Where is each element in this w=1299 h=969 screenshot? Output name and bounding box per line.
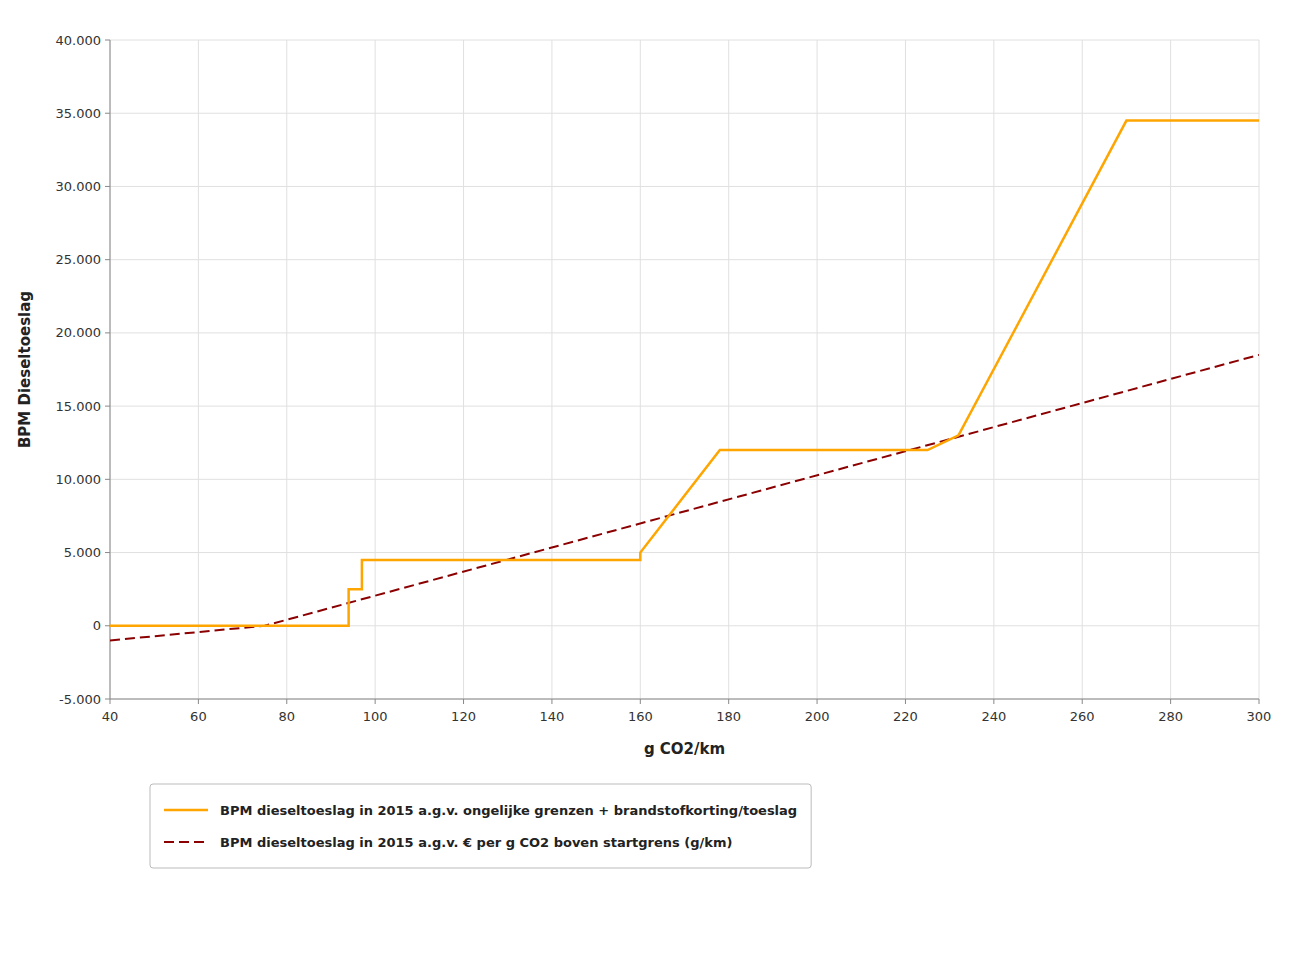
grid-line-x [286, 40, 287, 699]
legend-label: BPM dieseltoeslag in 2015 a.g.v. ongelij… [220, 803, 797, 818]
x-tick [463, 699, 464, 704]
grid-line-x [728, 40, 729, 699]
grid-line-y [110, 479, 1259, 480]
grid-line-y [110, 406, 1259, 407]
y-tick [105, 40, 110, 41]
y-tick-label: 5.000 [64, 545, 101, 560]
grid-line-y [110, 186, 1259, 187]
x-tick [993, 699, 994, 704]
x-tick-label: 220 [893, 709, 918, 724]
grid [110, 40, 1259, 699]
grid-line-x [905, 40, 906, 699]
series-line [110, 121, 1259, 626]
y-tick [105, 113, 110, 114]
axes: 40 60 80 100 120 140 160 180 200 220 240 260 280 300 -… [56, 33, 1272, 725]
grid-line-x [463, 40, 464, 699]
legend-frame [150, 784, 811, 868]
grid-line-x [817, 40, 818, 699]
y-tick-label: 25.000 [56, 252, 102, 267]
x-tick-label: 160 [628, 709, 653, 724]
y-tick [105, 406, 110, 407]
y-tick [105, 699, 110, 700]
grid-line-y [110, 699, 1259, 700]
legend-swatch [164, 841, 208, 843]
y-tick [105, 259, 110, 260]
x-tick [728, 699, 729, 704]
x-tick [905, 699, 906, 704]
x-tick-label: 120 [451, 709, 476, 724]
y-tick [105, 552, 110, 553]
chart-container: 40 60 80 100 120 140 160 180 200 220 240 260 280 300 -… [0, 0, 1299, 969]
x-tick [375, 699, 376, 704]
x-tick-label: 80 [278, 709, 295, 724]
y-tick-label: 0 [93, 618, 101, 633]
y-tick-label: 15.000 [56, 399, 102, 414]
grid-line-y [110, 40, 1259, 41]
y-tick [105, 186, 110, 187]
x-tick [551, 699, 552, 704]
y-tick-label: 10.000 [56, 472, 102, 487]
x-tick-label: 180 [716, 709, 741, 724]
grid-line-x [640, 40, 641, 699]
plot-area [110, 121, 1259, 641]
x-tick [110, 699, 111, 704]
y-tick-label: -5.000 [59, 692, 101, 707]
y-tick [105, 479, 110, 480]
x-axis-label: g CO2/km [644, 740, 725, 758]
y-tick-label: 40.000 [56, 33, 102, 48]
grid-line-x [551, 40, 552, 699]
x-tick-label: 300 [1247, 709, 1272, 724]
y-tick-label: 35.000 [56, 106, 102, 121]
x-tick-label: 200 [805, 709, 830, 724]
grid-line-x [1082, 40, 1083, 699]
x-axis-line [110, 699, 1259, 700]
grid-line-y [110, 332, 1259, 333]
x-tick [1259, 699, 1260, 704]
grid-line-x [375, 40, 376, 699]
y-tick [105, 625, 110, 626]
x-tick [1082, 699, 1083, 704]
grid-line-x [1259, 40, 1260, 699]
chart-svg: 40 60 80 100 120 140 160 180 200 220 240 260 280 300 -… [0, 0, 1299, 969]
y-tick [105, 332, 110, 333]
y-axis-label: BPM Dieseltoeslag [16, 291, 34, 448]
x-tick [1170, 699, 1171, 704]
grid-line-y [110, 113, 1259, 114]
grid-line-x [1170, 40, 1171, 699]
legend: BPM dieseltoeslag in 2015 a.g.v. ongelij… [150, 784, 811, 868]
y-axis-line [110, 40, 111, 699]
legend-label: BPM dieseltoeslag in 2015 a.g.v. € per g… [220, 835, 733, 850]
x-tick-label: 40 [102, 709, 119, 724]
grid-line-x [110, 40, 111, 699]
x-tick [817, 699, 818, 704]
x-tick [198, 699, 199, 704]
y-tick-label: 20.000 [56, 325, 102, 340]
x-tick-label: 260 [1070, 709, 1095, 724]
grid-line-x [198, 40, 199, 699]
x-tick [286, 699, 287, 704]
y-tick-label: 30.000 [56, 179, 102, 194]
x-tick-label: 140 [540, 709, 565, 724]
grid-line-y [110, 552, 1259, 553]
x-tick [640, 699, 641, 704]
x-tick-label: 240 [981, 709, 1006, 724]
x-tick-label: 60 [190, 709, 207, 724]
legend-swatch [164, 809, 208, 812]
x-tick-label: 280 [1158, 709, 1183, 724]
x-tick-label: 100 [363, 709, 388, 724]
grid-line-y [110, 259, 1259, 260]
